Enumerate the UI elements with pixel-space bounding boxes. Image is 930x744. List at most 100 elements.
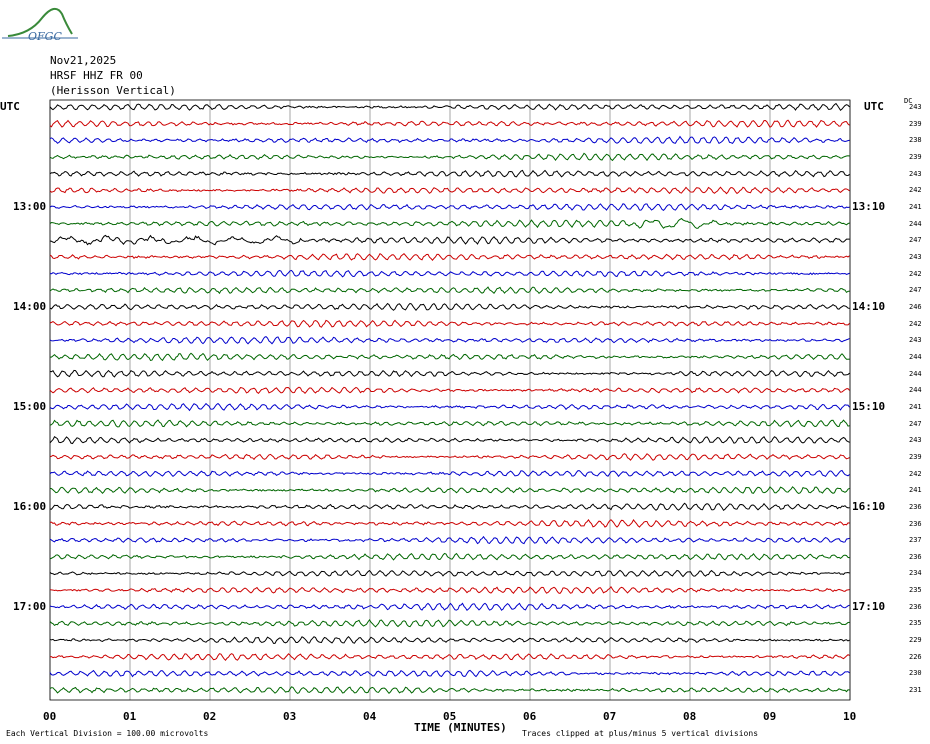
dc-value: 231 xyxy=(909,686,922,695)
trace-line xyxy=(49,486,850,495)
dc-value: 243 xyxy=(909,336,922,345)
trace-line xyxy=(49,234,850,246)
right-utc-label: UTC xyxy=(864,100,884,113)
left-time-label: 13:00 xyxy=(13,199,47,213)
x-tick-label: 10 xyxy=(843,710,857,723)
left-time-label: 17:00 xyxy=(13,599,47,613)
dc-value: 234 xyxy=(909,569,922,578)
dc-value: 230 xyxy=(909,669,922,678)
x-axis-title: TIME (MINUTES) xyxy=(414,721,507,734)
dc-value: 241 xyxy=(909,486,922,495)
x-tick-label: 04 xyxy=(363,710,377,723)
dc-value: 241 xyxy=(909,202,922,211)
trace-line xyxy=(49,653,850,661)
trace-line xyxy=(49,152,850,162)
trace-line xyxy=(49,169,850,178)
left-utc-label: UTC xyxy=(0,100,20,113)
trace-line xyxy=(49,186,850,195)
trace-line xyxy=(49,469,850,478)
dc-value: 239 xyxy=(909,119,922,128)
dc-value: 242 xyxy=(909,469,922,478)
trace-line xyxy=(49,519,850,528)
dc-header: DC xyxy=(904,97,913,105)
right-time-label: 15:10 xyxy=(852,399,886,413)
trace-line xyxy=(49,618,850,628)
logo-mountain-icon xyxy=(7,7,73,37)
dc-value: 242 xyxy=(909,186,922,195)
dc-value: 239 xyxy=(909,152,922,161)
trace-line xyxy=(49,686,850,694)
trace-line xyxy=(49,302,850,311)
trace-line xyxy=(49,586,850,595)
x-tick-label: 08 xyxy=(683,710,697,723)
trace-line xyxy=(49,419,850,428)
dc-value: 237 xyxy=(909,536,922,545)
right-time-label: 16:10 xyxy=(852,499,886,513)
trace-line xyxy=(49,217,850,229)
plot-frame xyxy=(49,99,851,701)
trace-line xyxy=(49,602,850,612)
trace-line xyxy=(49,102,850,111)
dc-value: 242 xyxy=(909,319,922,328)
dc-value: 244 xyxy=(909,386,922,395)
trace-line xyxy=(49,569,850,578)
trace-line xyxy=(49,352,850,362)
dc-value: 226 xyxy=(909,652,922,661)
dc-value: 243 xyxy=(909,169,922,178)
dc-value: 242 xyxy=(909,269,922,278)
x-tick-label: 09 xyxy=(763,710,777,723)
x-tick-label: 01 xyxy=(123,710,137,723)
dc-value: 244 xyxy=(909,369,922,378)
station-label: HRSF HHZ FR 00 xyxy=(50,69,143,82)
x-tick-label: 03 xyxy=(283,710,297,723)
right-time-label: 17:10 xyxy=(852,599,886,613)
dc-value: 243 xyxy=(909,252,922,261)
x-tick-label: 05 xyxy=(443,710,457,723)
trace-line xyxy=(49,203,850,211)
right-time-label: 14:10 xyxy=(852,299,886,313)
location-label: (Herisson Vertical) xyxy=(50,84,176,97)
trace-line xyxy=(49,386,850,394)
left-time-label: 16:00 xyxy=(13,499,47,513)
trace-line xyxy=(49,552,850,561)
dc-value: 247 xyxy=(909,419,922,428)
dc-value: 244 xyxy=(909,219,922,228)
footer-scale-note: Each Vertical Division = 100.00 microvol… xyxy=(6,729,209,738)
trace-line xyxy=(49,502,850,511)
trace-line xyxy=(49,402,850,412)
dc-value: 247 xyxy=(909,286,922,295)
dc-value: 236 xyxy=(909,602,922,611)
left-time-label: 15:00 xyxy=(13,399,47,413)
trace-line xyxy=(49,252,850,262)
trace-line xyxy=(49,635,850,644)
x-tick-label: 06 xyxy=(523,710,537,723)
dc-value: 236 xyxy=(909,552,922,561)
x-tick-label: 02 xyxy=(203,710,217,723)
dc-value: 236 xyxy=(909,519,922,528)
dc-value: 243 xyxy=(909,436,922,445)
trace-line xyxy=(49,269,850,278)
dc-value: 241 xyxy=(909,402,922,411)
dc-value: 247 xyxy=(909,236,922,245)
dc-value: 235 xyxy=(909,619,922,628)
dc-value: 244 xyxy=(909,352,922,361)
dc-value: 229 xyxy=(909,636,922,645)
dc-value: 235 xyxy=(909,586,922,595)
x-tick-label: 07 xyxy=(603,710,617,723)
trace-line xyxy=(49,436,850,445)
dc-value: 243 xyxy=(909,103,922,111)
logo-text: OFGC xyxy=(28,30,62,43)
trace-line xyxy=(49,119,850,128)
x-tick-label: 00 xyxy=(43,710,57,723)
trace-line xyxy=(49,286,850,295)
date-label: Nov21,2025 xyxy=(50,54,117,67)
dc-value: 238 xyxy=(909,136,922,145)
dc-value: 236 xyxy=(909,502,922,511)
trace-line xyxy=(49,669,850,678)
trace-line xyxy=(49,453,850,461)
ofgc-logo: OFGC xyxy=(2,7,78,43)
trace-line xyxy=(49,369,850,378)
dc-value: 246 xyxy=(909,302,922,311)
dc-value: 239 xyxy=(909,452,922,461)
